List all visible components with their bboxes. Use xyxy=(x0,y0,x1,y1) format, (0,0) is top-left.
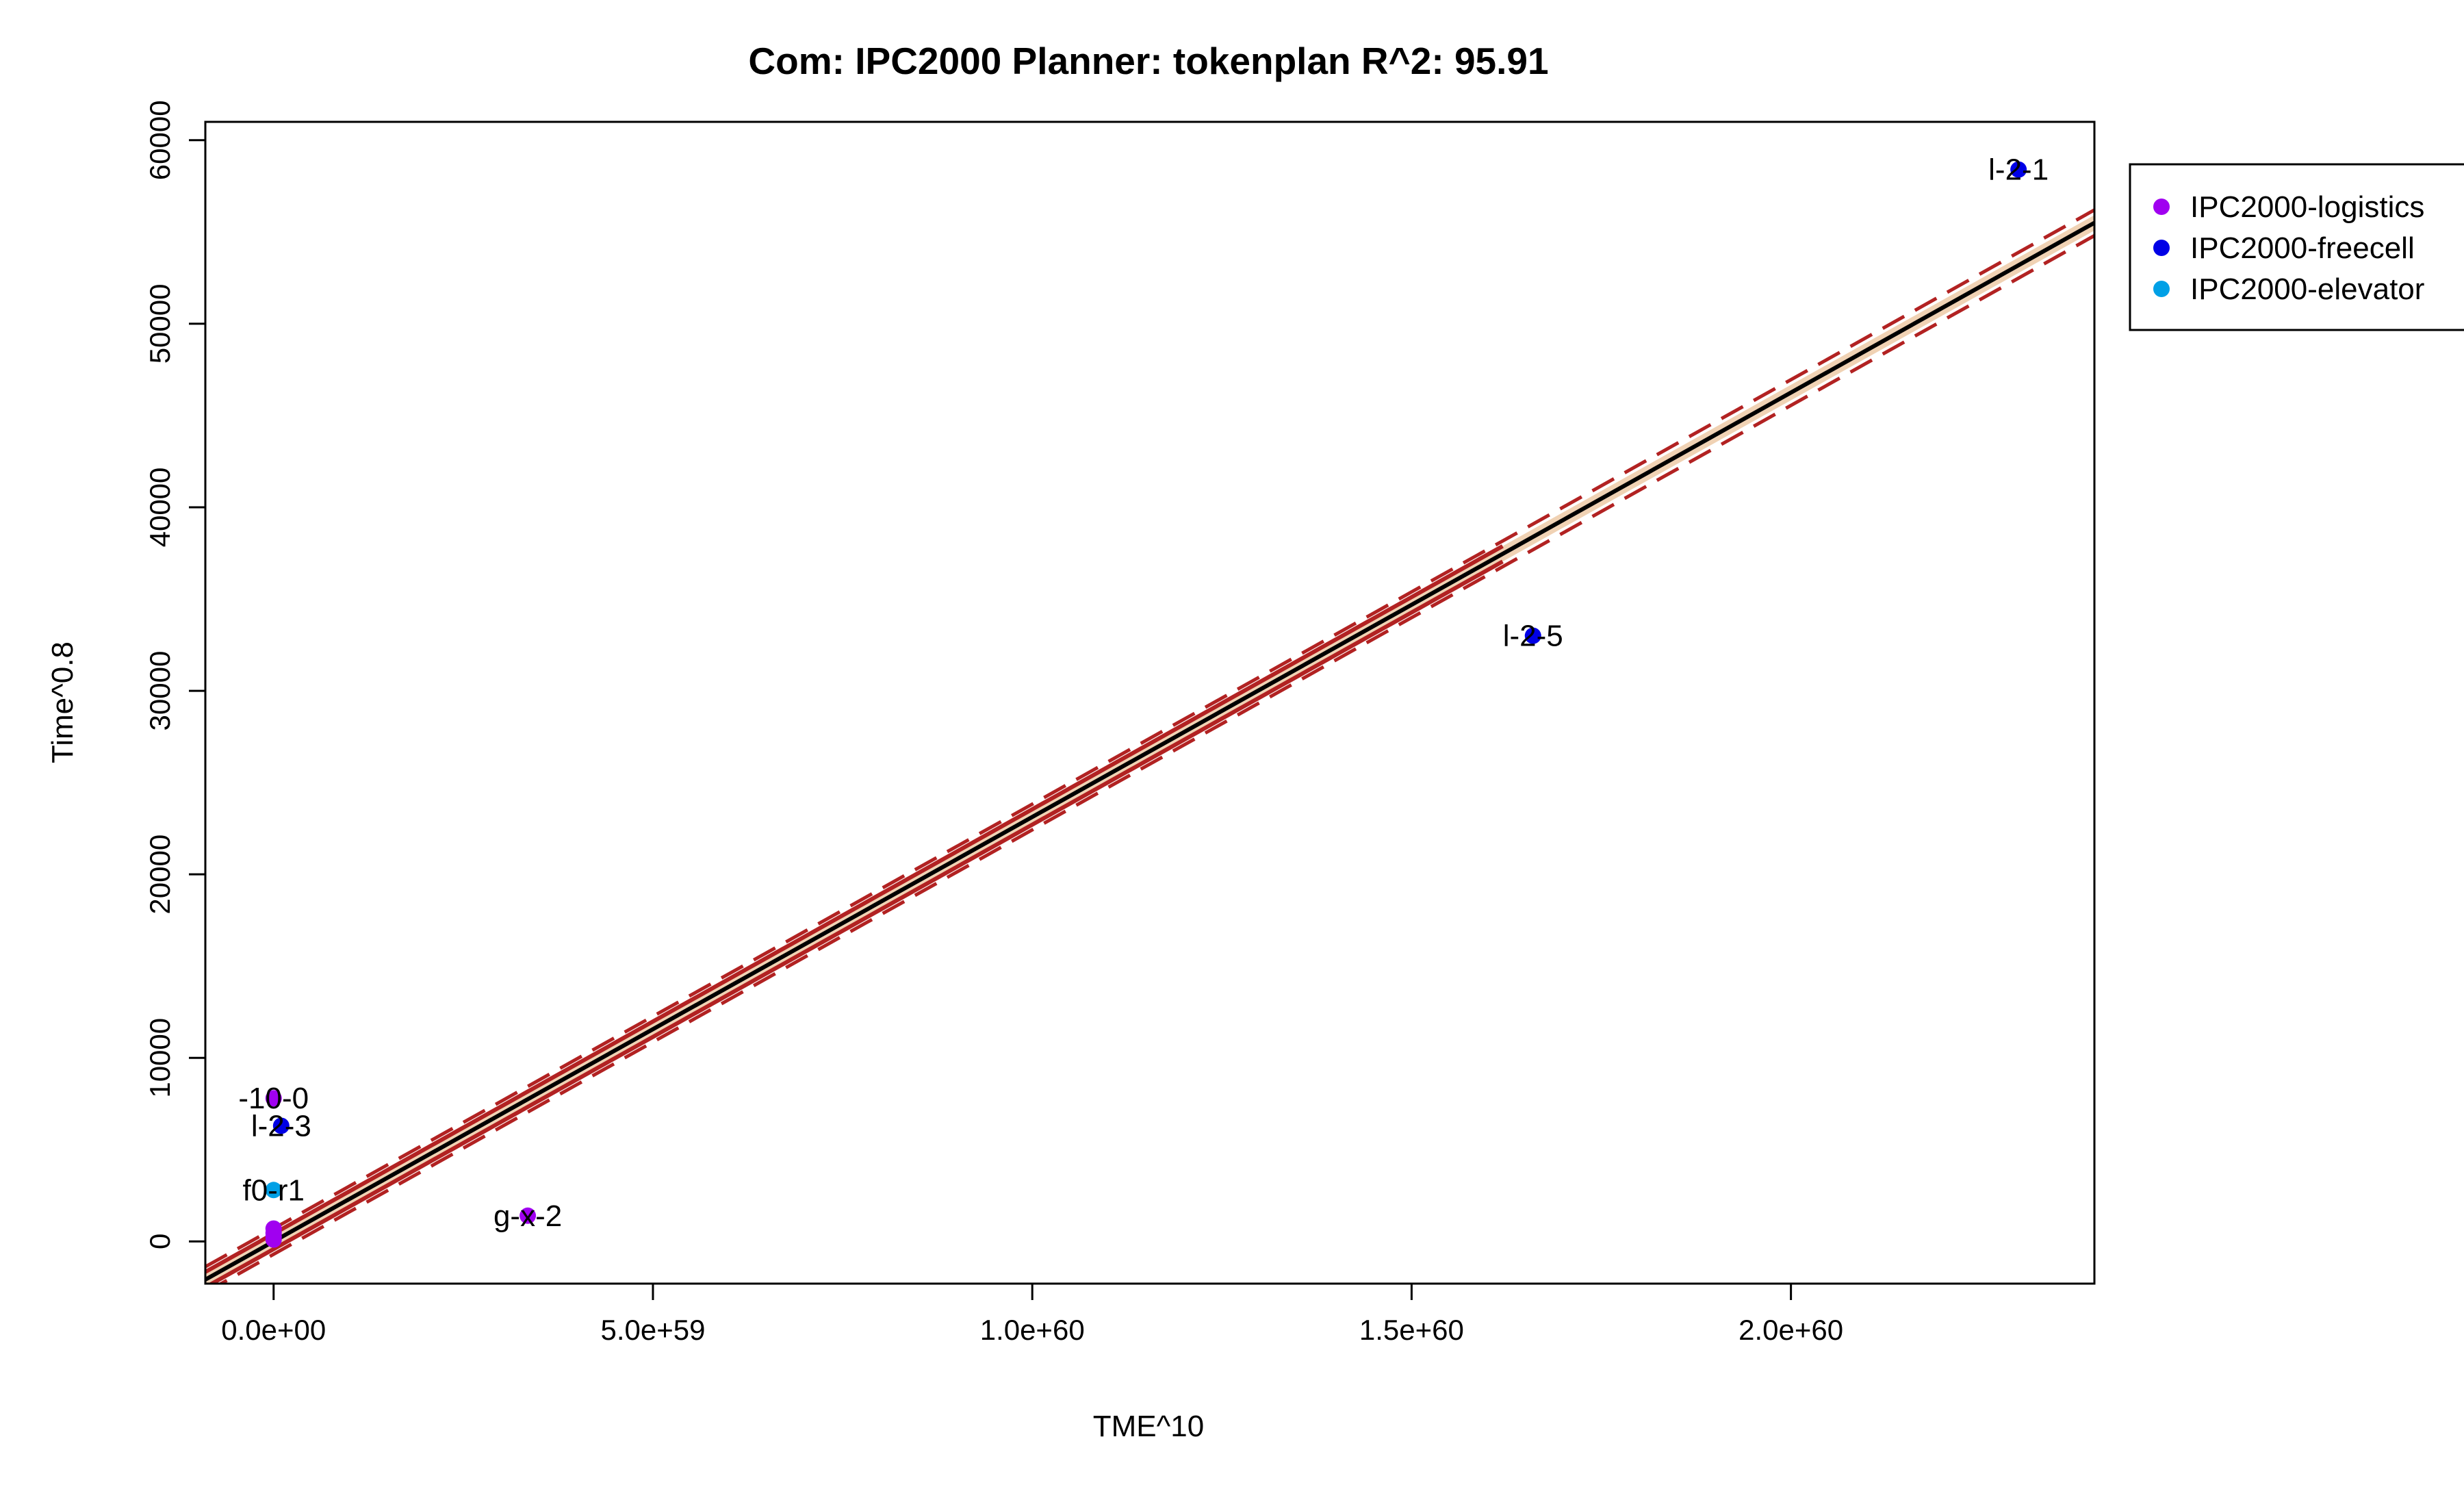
x-tick-label: 2.0e+60 xyxy=(1738,1314,1843,1346)
x-axis: 0.0e+00 5.0e+59 1.0e+60 1.5e+60 2.0e+60 xyxy=(221,1282,1843,1346)
data-point xyxy=(265,1090,282,1107)
y-tick-label: 50000 xyxy=(144,283,176,364)
point-label: f0-r1 xyxy=(243,1173,305,1207)
x-axis-label: TME^10 xyxy=(1093,1410,1204,1443)
data-point xyxy=(519,1207,537,1224)
data-point xyxy=(272,1117,290,1134)
data-point xyxy=(265,1231,282,1248)
legend-entry: IPC2000-elevator xyxy=(2190,272,2424,306)
legend-entry: IPC2000-freecell xyxy=(2190,231,2415,265)
confidence-band-edge-upper xyxy=(205,544,1504,1274)
y-tick-label: 0 xyxy=(144,1234,176,1249)
point-label: l-2-3 xyxy=(251,1109,311,1143)
y-tick-label: 60000 xyxy=(144,100,176,180)
legend: IPC2000-logistics IPC2000-freecell IPC2000… xyxy=(2129,163,2464,331)
regression-line xyxy=(205,220,2094,1282)
data-point xyxy=(1524,627,1541,644)
prediction-band-edge-upper xyxy=(205,208,2094,1269)
y-axis: 0 10000 20000 30000 40000 50000 60000 xyxy=(144,100,207,1249)
x-tick-label: 5.0e+59 xyxy=(600,1314,705,1346)
x-tick-label: 0.0e+00 xyxy=(221,1314,326,1346)
regression-layer xyxy=(205,208,2094,1284)
legend-marker xyxy=(2153,281,2170,297)
data-points: -10-0 g-x-2 l-2-1 l-2-5 l-2-3 f0-r1 xyxy=(238,153,2049,1248)
plot-frame xyxy=(204,120,2096,1285)
point-label: -10-0 xyxy=(238,1082,309,1115)
point-label: l-2-1 xyxy=(1988,153,2049,187)
y-axis-label: Time^0.8 xyxy=(46,641,79,763)
data-point xyxy=(2010,161,2027,178)
y-tick-label: 30000 xyxy=(144,651,176,731)
y-tick-label: 40000 xyxy=(144,468,176,548)
x-tick-label: 1.5e+60 xyxy=(1359,1314,1464,1346)
y-tick-label: 10000 xyxy=(144,1018,176,1098)
legend-marker xyxy=(2153,240,2170,256)
y-tick-label: 20000 xyxy=(144,835,176,915)
prediction-band-edge-lower xyxy=(217,234,2094,1284)
legend-marker xyxy=(2153,199,2170,215)
confidence-band-edge-lower xyxy=(207,559,1504,1284)
plot-area: -10-0 g-x-2 l-2-1 l-2-5 l-2-3 f0-r1 xyxy=(205,153,2094,1284)
point-label: g-x-2 xyxy=(493,1199,562,1233)
x-tick-label: 1.0e+60 xyxy=(980,1314,1085,1346)
chart-title: Com: IPC2000 Planner: tokenplan R^2: 95.… xyxy=(748,40,1548,82)
legend-box xyxy=(2129,163,2464,331)
legend-entry: IPC2000-logistics xyxy=(2190,190,2424,224)
point-label: l-2-5 xyxy=(1503,620,1563,653)
data-point xyxy=(265,1182,282,1199)
